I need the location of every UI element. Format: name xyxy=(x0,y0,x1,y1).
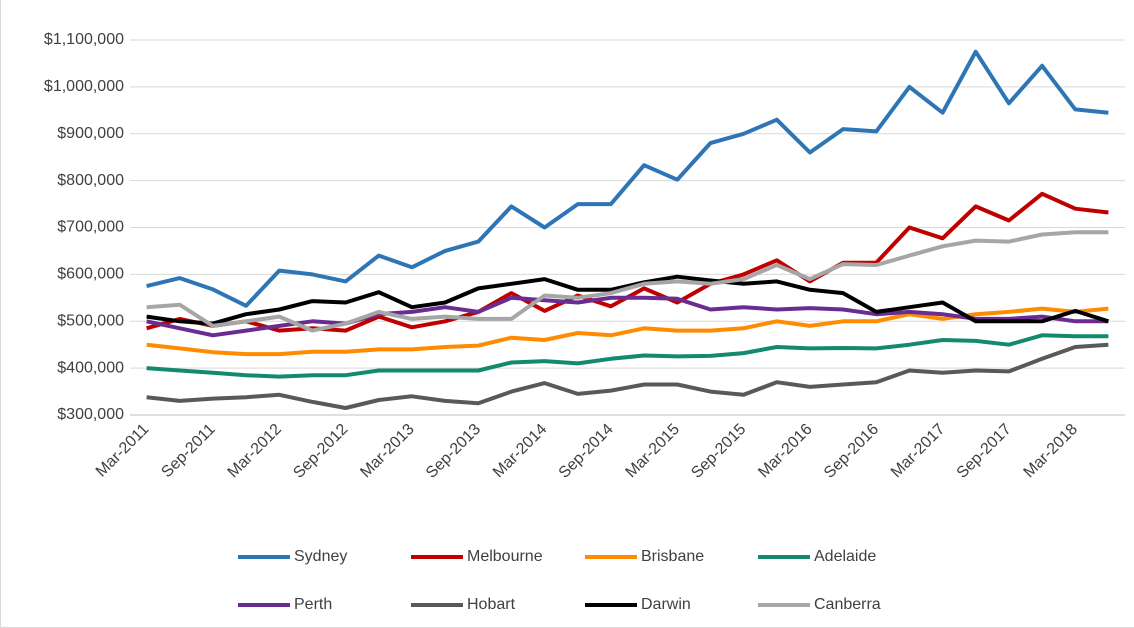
x-tick-label: Mar-2011 xyxy=(93,421,153,481)
legend-label: Canberra xyxy=(814,596,881,613)
y-tick-label: $700,000 xyxy=(57,219,124,236)
x-tick-label: Sep-2015 xyxy=(688,421,749,482)
x-tick-label: Sep-2017 xyxy=(954,421,1015,482)
x-tick-label: Sep-2012 xyxy=(290,421,351,482)
y-tick-label: $800,000 xyxy=(57,172,124,189)
series-line xyxy=(146,49,1109,308)
legend-label: Melbourne xyxy=(467,548,543,565)
legend-label: Hobart xyxy=(467,596,516,613)
x-tick-label: Mar-2014 xyxy=(490,421,551,482)
legend-label: Brisbane xyxy=(641,548,704,565)
x-tick-label: Sep-2014 xyxy=(556,421,617,482)
series-line xyxy=(146,333,1109,379)
y-tick-label: $300,000 xyxy=(57,406,124,423)
legend-label: Sydney xyxy=(294,548,347,565)
y-tick-label: $1,000,000 xyxy=(44,78,124,95)
y-tick-label: $900,000 xyxy=(57,125,124,142)
y-tick-label: $400,000 xyxy=(57,359,124,376)
x-tick-label: Mar-2018 xyxy=(1021,421,1082,482)
x-tick-label: Sep-2011 xyxy=(158,421,218,481)
legend-label: Perth xyxy=(294,596,332,613)
series-line xyxy=(146,230,1109,333)
x-tick-label: Mar-2013 xyxy=(357,421,418,482)
legend-label: Adelaide xyxy=(814,548,876,565)
x-tick-label: Sep-2013 xyxy=(423,421,484,482)
series-line xyxy=(146,342,1109,410)
series-line xyxy=(146,191,1109,333)
x-tick-label: Mar-2015 xyxy=(623,421,684,482)
series-line xyxy=(146,306,1109,357)
y-tick-label: $600,000 xyxy=(57,266,124,283)
series-line xyxy=(146,274,1109,326)
y-tick-label: $1,100,000 xyxy=(44,31,124,48)
legend-label: Darwin xyxy=(641,596,691,613)
x-tick-label: Mar-2017 xyxy=(888,421,949,482)
x-tick-label: Mar-2012 xyxy=(225,421,286,482)
x-tick-label: Mar-2016 xyxy=(755,421,816,482)
series-line xyxy=(146,295,1109,338)
x-tick-label: Sep-2016 xyxy=(821,421,882,482)
y-tick-label: $500,000 xyxy=(57,312,124,329)
